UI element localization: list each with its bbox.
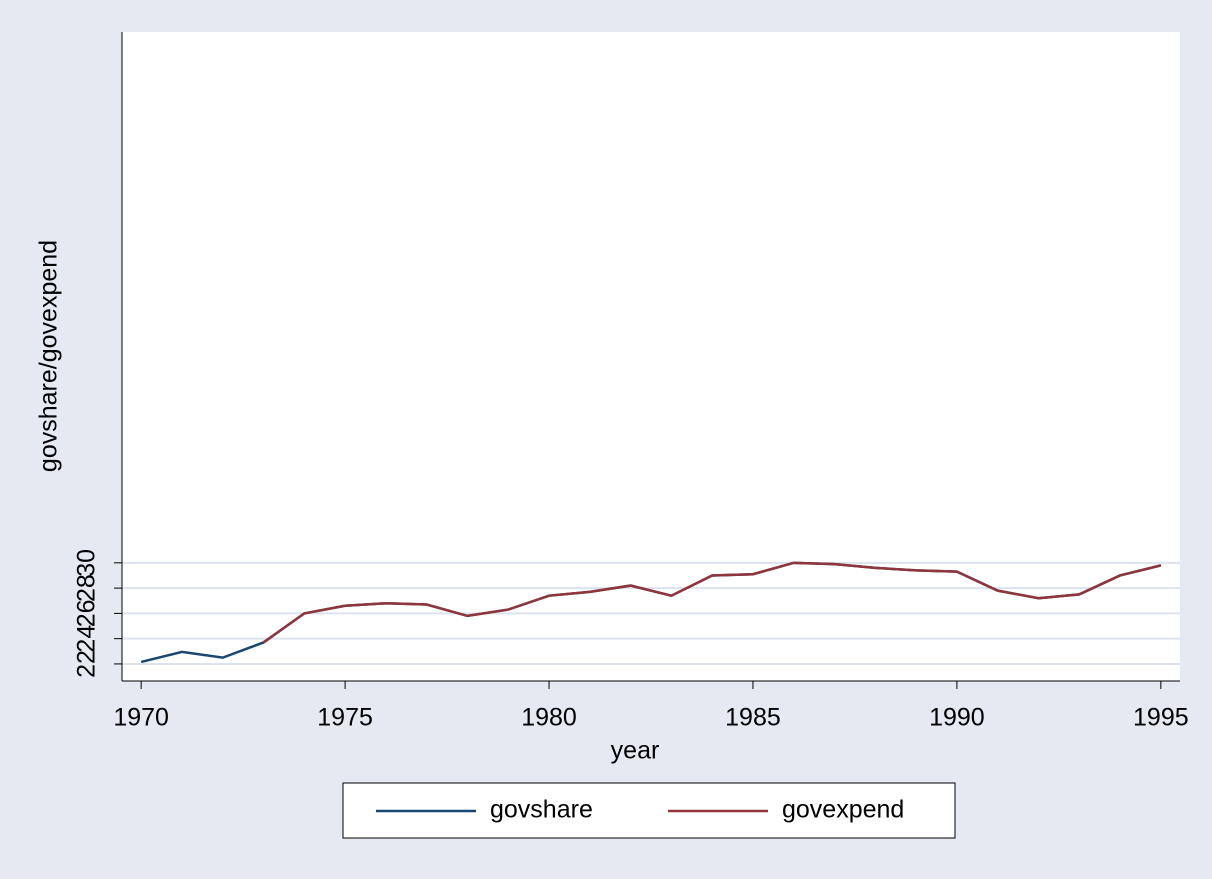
y-tick-label: 24 bbox=[73, 625, 101, 653]
x-tick-label: 1985 bbox=[725, 704, 781, 732]
x-axis-title: year bbox=[611, 737, 660, 765]
line bbox=[262, 561, 1162, 644]
legend-label: govexpend bbox=[782, 796, 904, 824]
y-axis-title: govshare/govexpend bbox=[35, 240, 63, 472]
x-tick-label: 1975 bbox=[317, 704, 373, 732]
y-tick-label: 28 bbox=[73, 574, 101, 602]
y-tick-label: 26 bbox=[73, 599, 101, 627]
y-tick-label: 30 bbox=[73, 549, 101, 577]
x-tick-label: 1990 bbox=[929, 704, 985, 732]
x-tick-label: 1980 bbox=[521, 704, 577, 732]
legend-label: govshare bbox=[490, 796, 593, 824]
plot-area bbox=[122, 32, 1180, 681]
x-tick-label: 1995 bbox=[1133, 704, 1189, 732]
y-tick-label: 22 bbox=[73, 650, 101, 678]
x-tick-label: 1970 bbox=[113, 704, 169, 732]
